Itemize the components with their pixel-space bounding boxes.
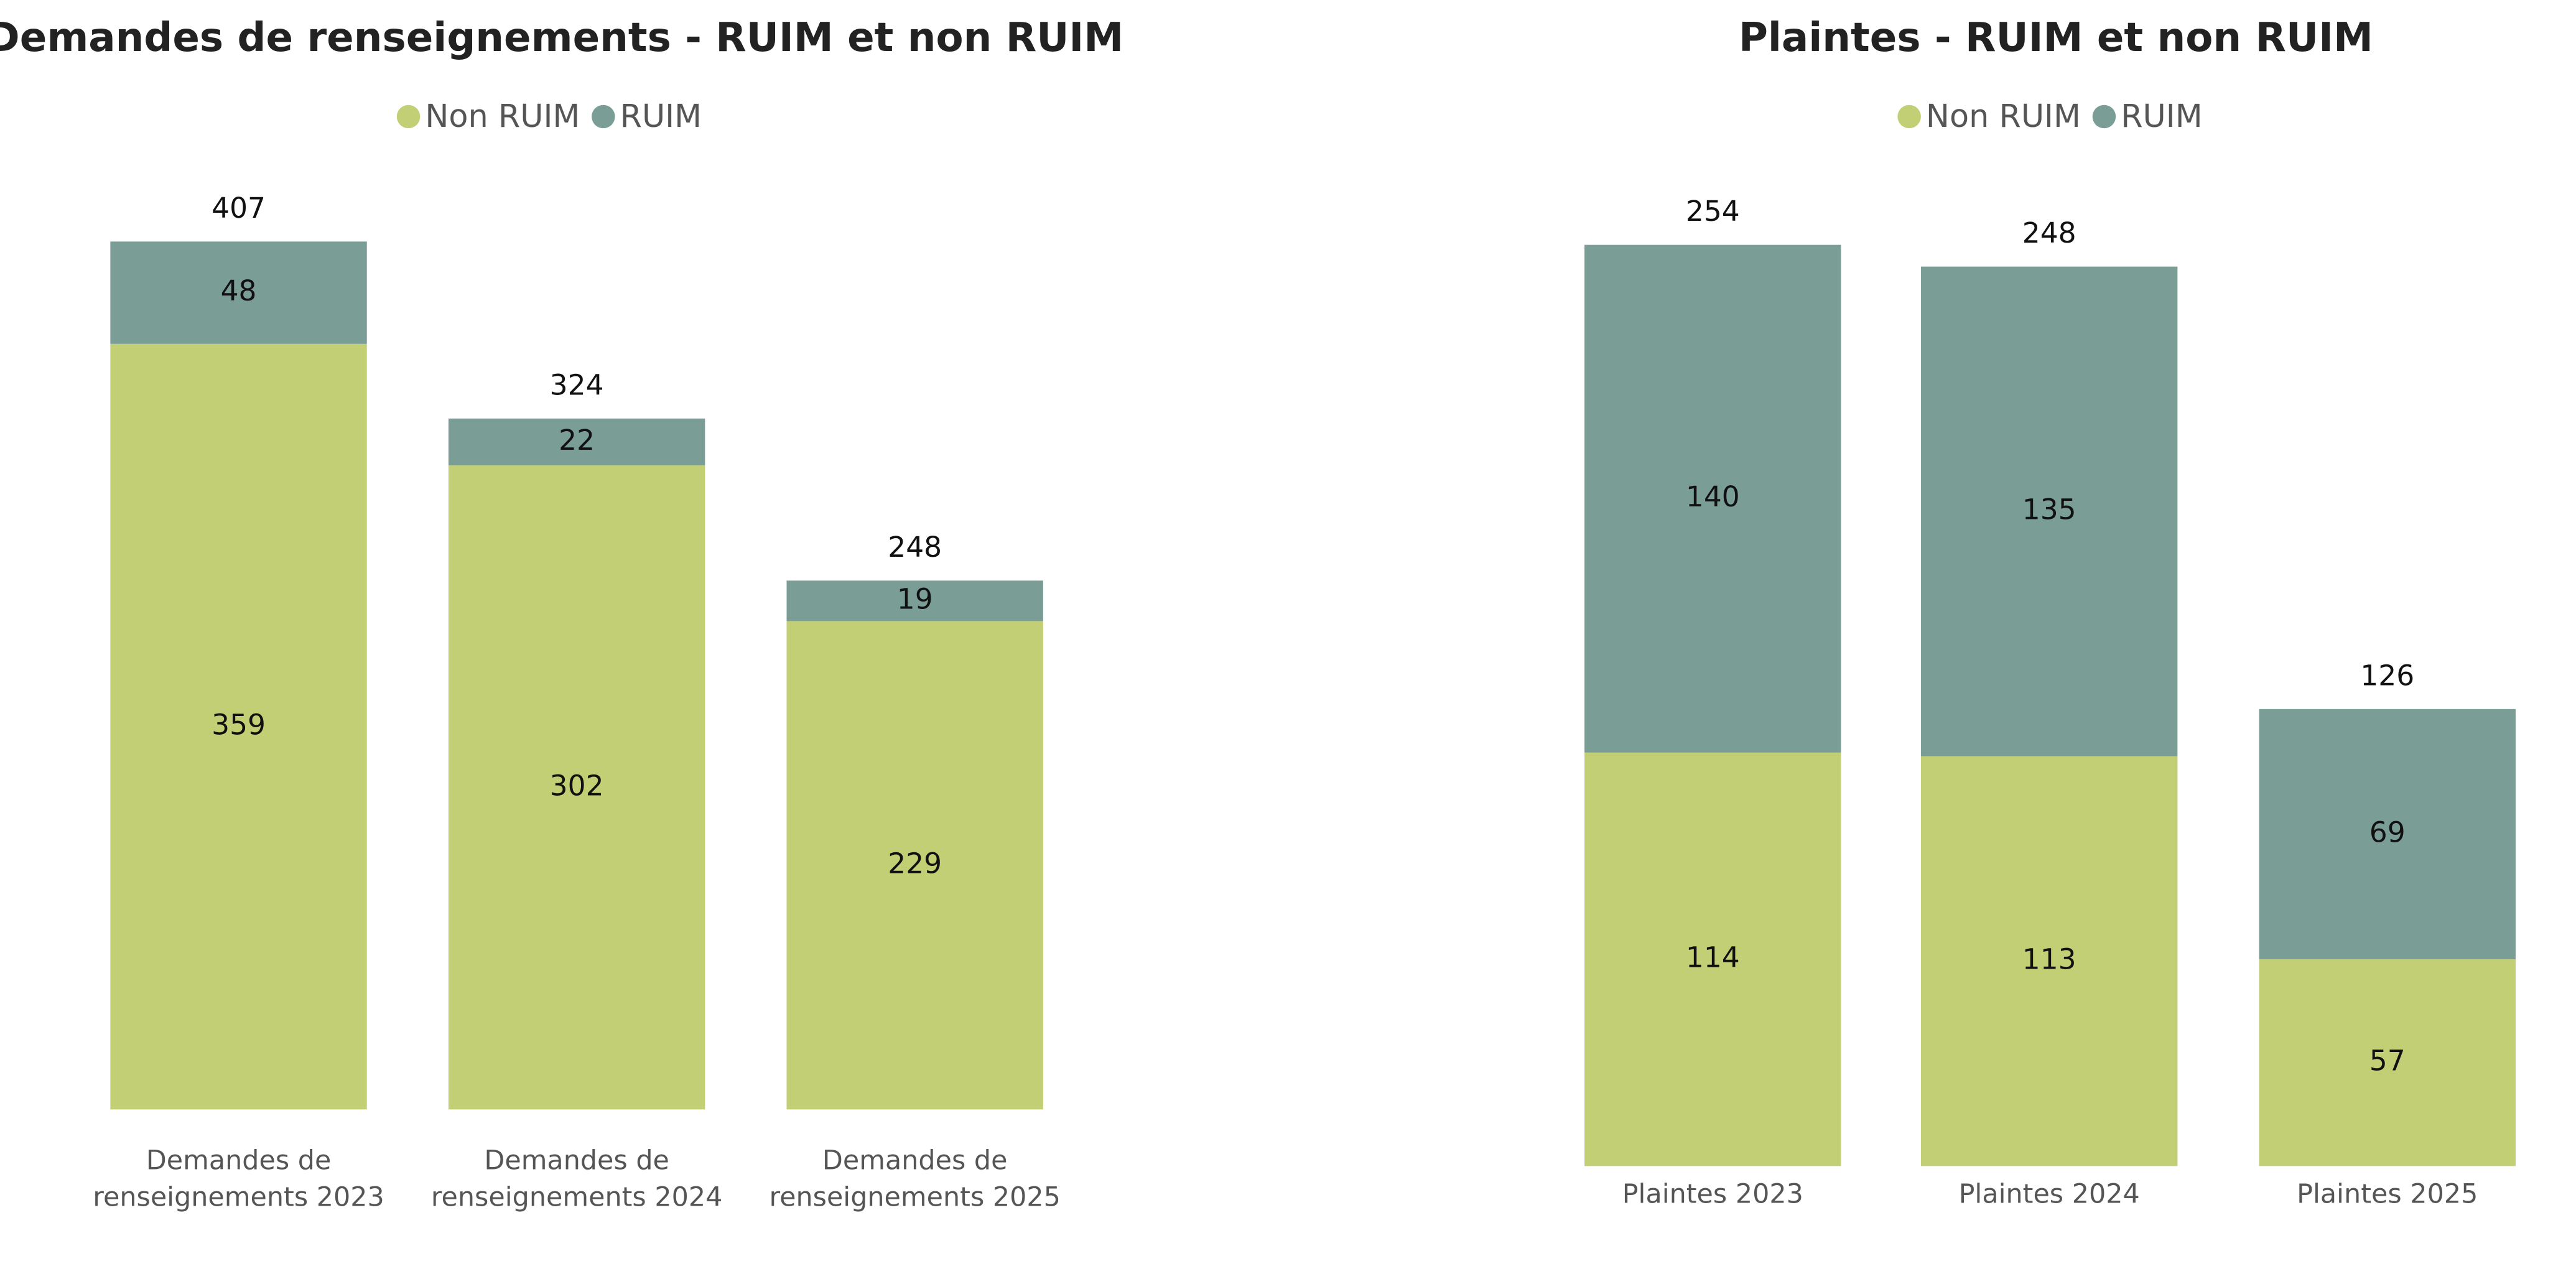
legend-item: Non RUIM: [1897, 98, 2081, 134]
legend-item: RUIM: [2092, 98, 2203, 134]
x-tick-label: Demandes de renseignements 2023: [93, 1144, 384, 1213]
total-label: 254: [1686, 195, 1740, 228]
data-label: 135: [2022, 493, 2076, 526]
legend-swatch: [592, 105, 615, 129]
data-label: 48: [221, 274, 257, 307]
x-tick-label: Plaintes 2023: [1622, 1178, 1803, 1209]
chart-title: Plaintes - RUIM et non RUIM: [1739, 14, 2373, 61]
x-tick-label-box: Plaintes 2024: [1958, 1178, 2140, 1209]
data-label: 359: [212, 709, 266, 742]
data-label: 19: [897, 582, 933, 615]
bar-segment: [786, 621, 1043, 1110]
bar-segment: [2259, 959, 2516, 1166]
bar-segment: [1921, 266, 2178, 756]
bar-segment: [786, 580, 1043, 621]
x-tick-label: Demandes de renseignements 2025: [769, 1144, 1061, 1213]
total-label: 248: [888, 531, 942, 564]
bar-segment: [1584, 752, 1841, 1166]
data-label: 302: [550, 769, 604, 802]
data-label: 22: [559, 424, 595, 457]
bar-segment: [1921, 756, 2178, 1166]
bar-segment: [448, 418, 705, 466]
total-label: 407: [212, 192, 266, 225]
bar-segment: [2259, 709, 2516, 960]
x-tick-label-box: Demandes de renseignements 2023: [93, 1144, 384, 1213]
total-label: 248: [2022, 216, 2076, 249]
x-tick-label: Plaintes 2025: [2297, 1178, 2478, 1209]
legend-swatch: [396, 105, 421, 129]
total-label: 324: [550, 368, 604, 401]
legend-label: Non RUIM: [1926, 98, 2081, 134]
bar-segment: [448, 465, 705, 1110]
x-tick-label-box: Plaintes 2023: [1622, 1178, 1803, 1209]
x-tick-label-box: Plaintes 2025: [2297, 1178, 2478, 1209]
legend-swatch: [1897, 105, 1921, 129]
legend-swatch: [2092, 105, 2116, 129]
legend-label: RUIM: [2121, 98, 2202, 134]
x-tick-label-box: Demandes de renseignements 2025: [769, 1144, 1061, 1213]
data-label: 229: [888, 847, 942, 880]
legend-label: RUIM: [620, 98, 702, 134]
legend: Non RUIM RUIM: [396, 98, 702, 134]
x-tick-label: Demandes de renseignements 2024: [430, 1144, 723, 1213]
data-label: 140: [1686, 480, 1740, 513]
legend-item: RUIM: [592, 98, 702, 134]
data-label: 113: [2022, 942, 2076, 975]
data-label: 57: [2369, 1045, 2406, 1077]
x-tick-label-box: Demandes de renseignements 2024: [430, 1144, 723, 1213]
x-tick-label: Plaintes 2024: [1958, 1178, 2140, 1209]
bar-segment: [110, 241, 367, 344]
legend-item: Non RUIM: [396, 98, 580, 134]
legend: Non RUIM RUIM: [1897, 98, 2203, 134]
bar-segment: [110, 343, 367, 1110]
total-label: 126: [2360, 659, 2414, 692]
legend-label: Non RUIM: [425, 98, 580, 134]
data-label: 114: [1686, 941, 1740, 974]
data-label: 69: [2369, 816, 2406, 849]
chart-title: Demandes de renseignements - RUIM et non…: [0, 14, 1123, 61]
bar-segment: [1584, 244, 1841, 753]
